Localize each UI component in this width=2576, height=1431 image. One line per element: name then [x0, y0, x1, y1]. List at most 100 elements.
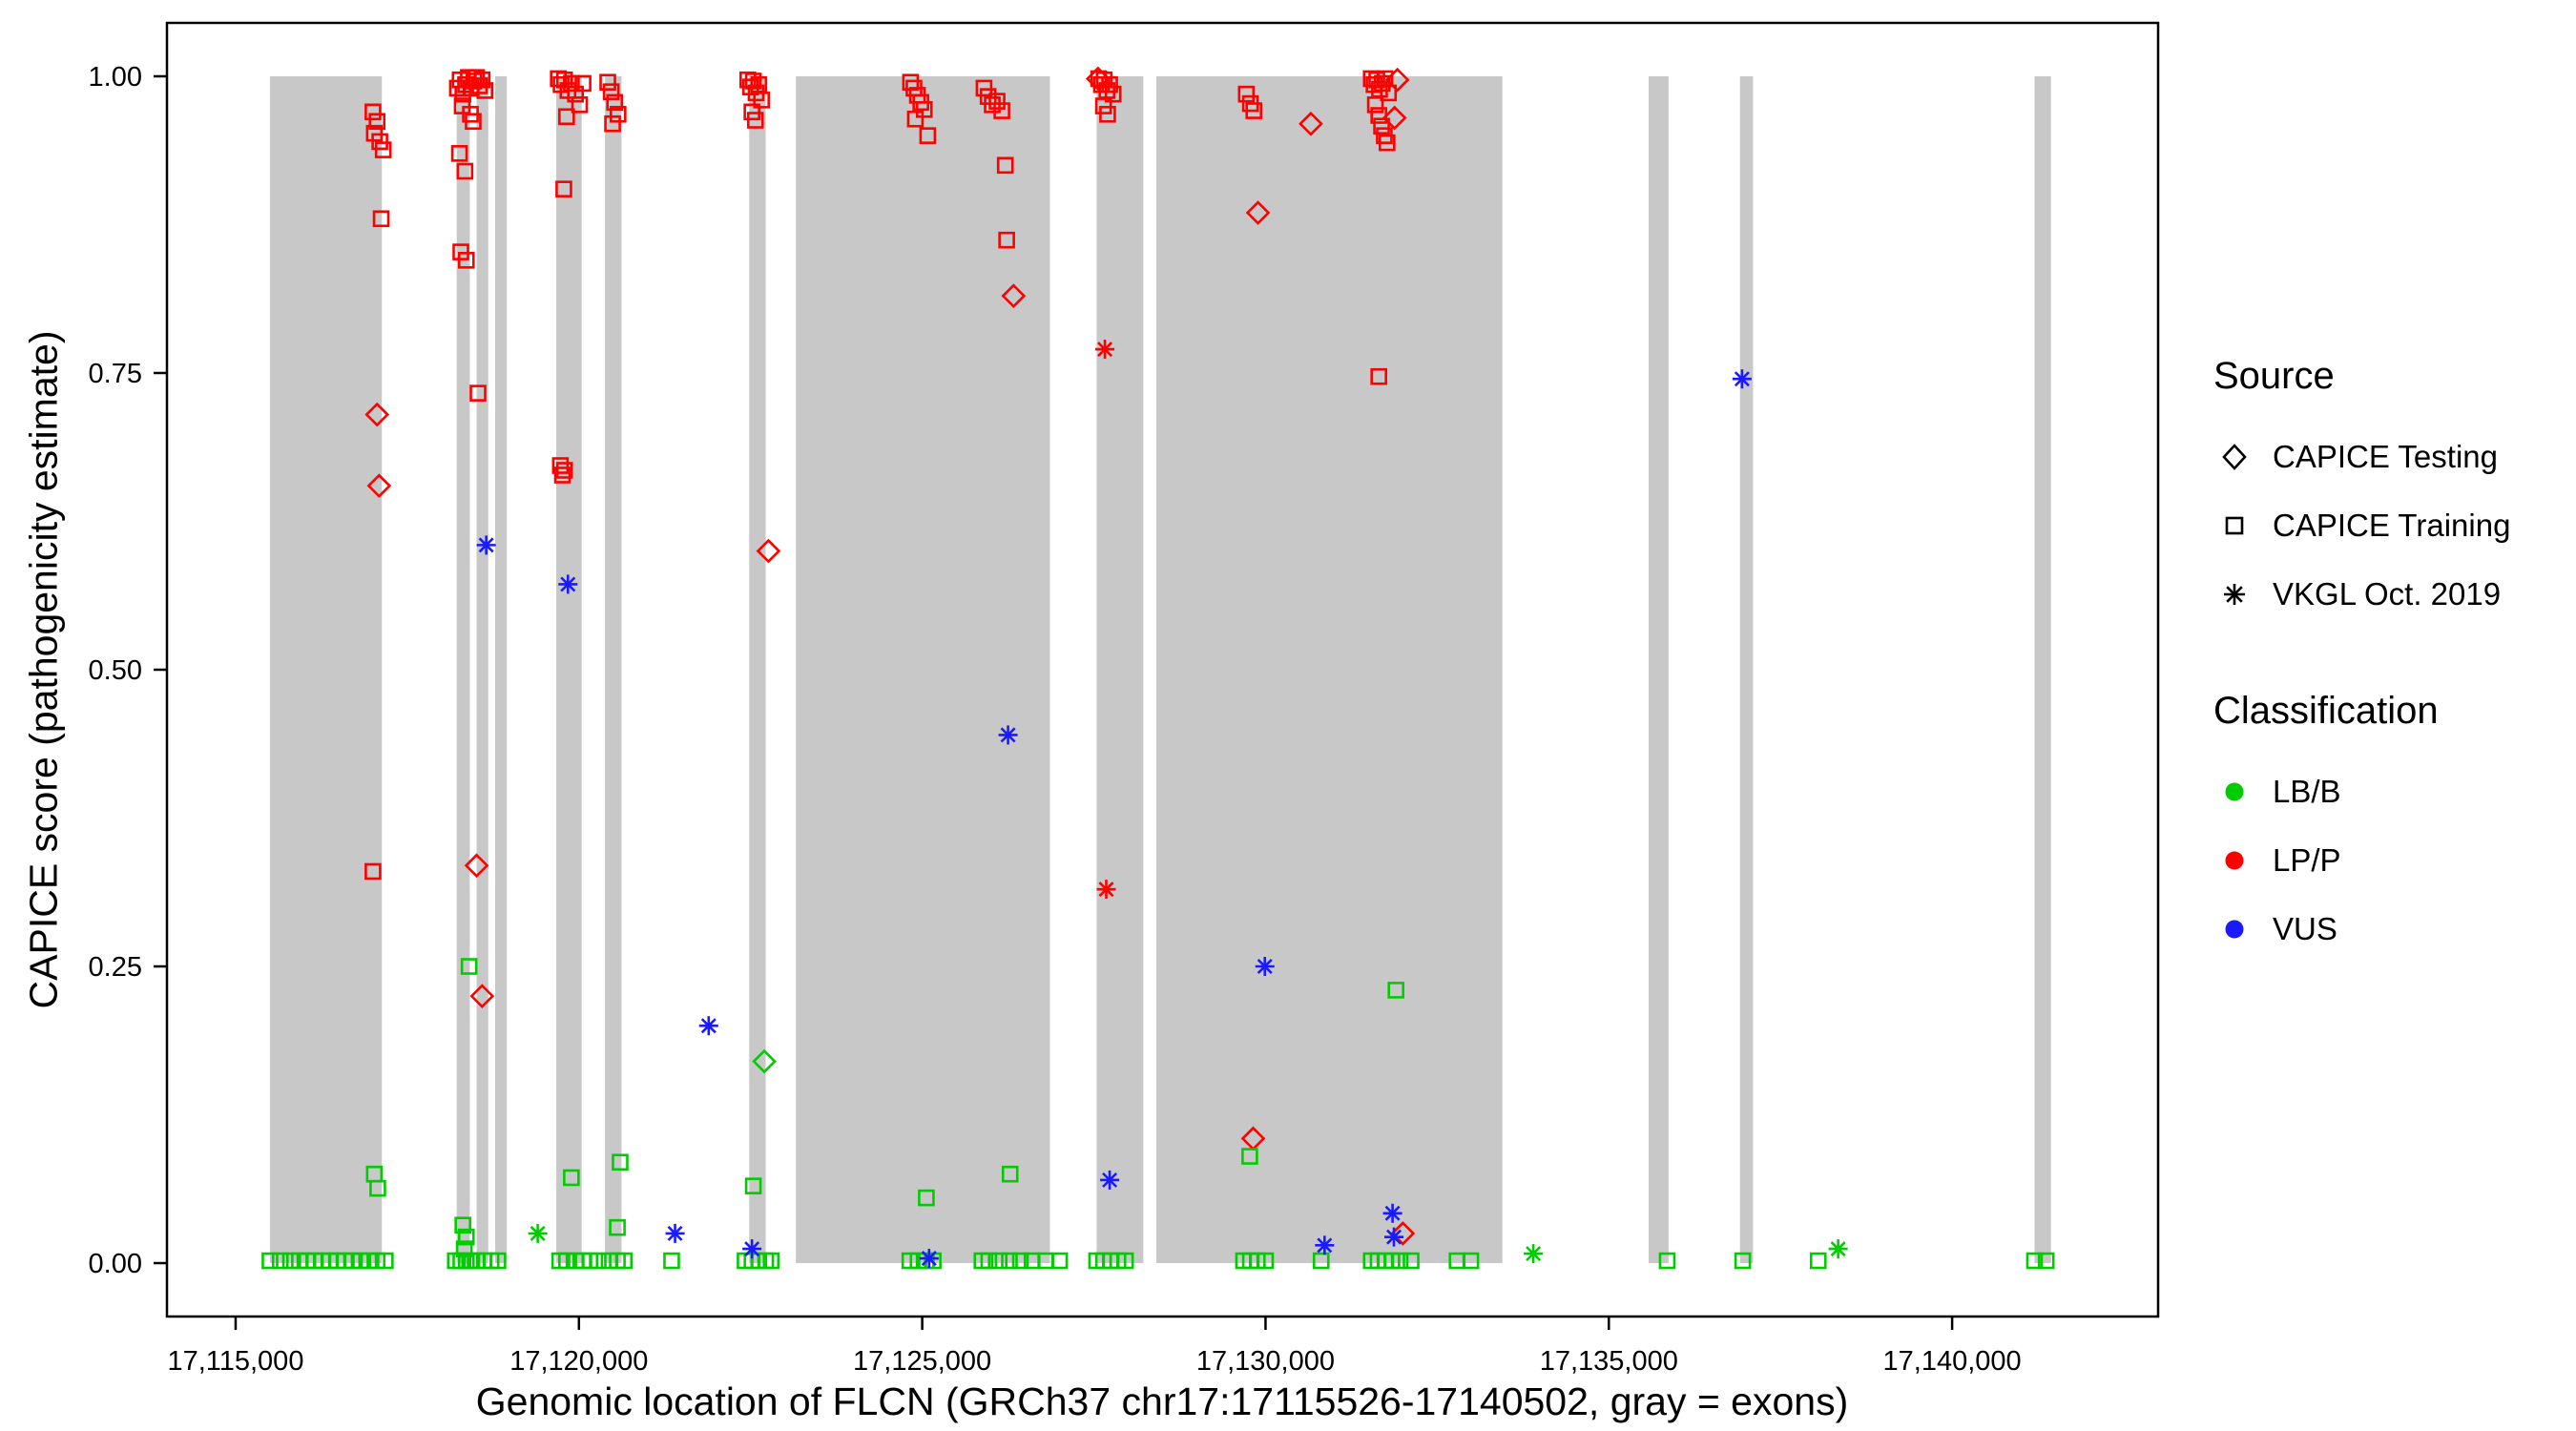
data-point-square: [551, 457, 570, 474]
data-point-square: [1462, 1252, 1480, 1270]
legend-label-capice-testing: CAPICE Testing: [2273, 439, 2498, 474]
data-point-square: [1099, 105, 1116, 123]
data-point-square: [450, 145, 468, 162]
data-point-square: [563, 1169, 580, 1187]
data-point-square: [1380, 84, 1398, 102]
diamond-icon: [2222, 444, 2247, 470]
data-point-asterisk: [558, 574, 578, 594]
series-vkgl-oct-2019-lb-b: [528, 1223, 1848, 1264]
data-point-square: [473, 71, 491, 89]
square-icon: [2225, 516, 2244, 535]
data-point-square: [364, 103, 382, 121]
data-point-diamond: [756, 538, 781, 564]
data-point-square: [1237, 85, 1256, 103]
exon-band: [749, 75, 766, 1264]
data-point-square: [1809, 1252, 1827, 1270]
data-point-square: [980, 1252, 998, 1270]
data-point-asterisk: [1524, 1244, 1544, 1264]
data-point-square: [1658, 1252, 1676, 1270]
data-point-square: [377, 1252, 394, 1270]
y-tick-label: 0.75: [89, 359, 142, 389]
data-point-square: [454, 1216, 471, 1234]
y-tick-label: 1.00: [89, 62, 142, 93]
data-point-square: [460, 958, 478, 975]
data-point-diamond: [464, 853, 489, 879]
data-point-square: [990, 1252, 1008, 1270]
data-point-square: [2025, 1252, 2044, 1270]
data-point-asterisk: [919, 1249, 939, 1269]
data-point-square: [762, 1252, 780, 1270]
data-point-asterisk: [665, 1223, 685, 1243]
data-point-square: [996, 156, 1014, 175]
exon-band: [1156, 75, 1503, 1264]
data-point-square: [1391, 1252, 1409, 1270]
data-point-square: [2037, 1252, 2055, 1270]
data-point-square: [1241, 1148, 1258, 1165]
data-point-square: [744, 73, 762, 90]
exon-band: [2034, 75, 2051, 1264]
data-point-square: [563, 74, 580, 93]
exon-band: [796, 75, 1050, 1264]
legend-item-lpp: LP/P: [2213, 826, 2510, 895]
x-tick-label: 17,130,000: [1196, 1346, 1335, 1377]
data-point-square: [469, 384, 487, 402]
data-point-square: [558, 108, 575, 126]
data-point-diamond: [364, 402, 390, 427]
data-point-square: [457, 1228, 475, 1246]
series-capice-training-lp-p: [364, 69, 1398, 881]
data-point-square: [553, 467, 571, 484]
legend-label-lpp: LP/P: [2273, 842, 2341, 878]
data-point-asterisk: [1095, 340, 1115, 360]
x-tick-label: 17,125,000: [853, 1346, 991, 1377]
data-point-square: [915, 101, 933, 118]
data-point-square: [1379, 134, 1396, 152]
data-point-square: [590, 1252, 607, 1270]
legend-item-vkgl: VKGL Oct. 2019: [2213, 560, 2510, 629]
exon-band: [476, 75, 488, 1264]
data-point-square: [261, 1252, 279, 1270]
blue-dot-icon: [2225, 920, 2244, 939]
data-point-square: [1387, 982, 1404, 999]
data-point-square: [1734, 1252, 1752, 1270]
data-point-square: [1245, 102, 1263, 119]
data-point-asterisk: [742, 1239, 762, 1259]
data-point-square: [663, 1252, 680, 1270]
data-point-square: [558, 1252, 575, 1270]
data-point-diamond: [1245, 200, 1271, 225]
data-point-square: [746, 112, 764, 129]
exon-band: [269, 75, 383, 1264]
data-point-diamond: [1298, 111, 1323, 136]
data-point-square: [574, 74, 592, 93]
data-point-square: [1116, 1252, 1134, 1270]
y-axis-title: CAPICE score (pathogenicity estimate): [21, 330, 66, 1009]
data-point-square: [476, 82, 494, 99]
data-point-asterisk: [1315, 1235, 1335, 1255]
data-point-diamond: [1001, 283, 1027, 308]
data-point-asterisk: [698, 1016, 718, 1036]
exon-band: [456, 75, 470, 1264]
data-point-asterisk: [1384, 1227, 1404, 1247]
y-tick-label: 0.00: [89, 1249, 142, 1279]
data-point-asterisk: [1100, 1170, 1120, 1190]
data-point-square: [368, 113, 386, 131]
panel-border: [165, 21, 2160, 1318]
data-point-asterisk: [1828, 1239, 1848, 1259]
green-dot-icon: [2225, 782, 2244, 801]
data-point-asterisk: [528, 1223, 548, 1243]
x-tick-label: 17,135,000: [1540, 1346, 1678, 1377]
data-point-square: [744, 1177, 762, 1194]
exon-band: [1739, 75, 1754, 1264]
exon-bands: [269, 75, 2051, 1264]
data-point-square: [271, 1252, 289, 1270]
exon-band: [1649, 75, 1669, 1264]
data-point-square: [610, 105, 627, 123]
axes: 17,115,000 17,120,000 17,125,000 17,130,000…: [89, 62, 2022, 1377]
data-point-square: [369, 1179, 386, 1197]
data-point-square: [599, 73, 616, 92]
data-point-square: [1370, 107, 1387, 124]
legend-label-vkgl: VKGL Oct. 2019: [2273, 576, 2502, 612]
data-point-asterisk: [476, 535, 496, 555]
data-point-asterisk: [1382, 1203, 1402, 1223]
